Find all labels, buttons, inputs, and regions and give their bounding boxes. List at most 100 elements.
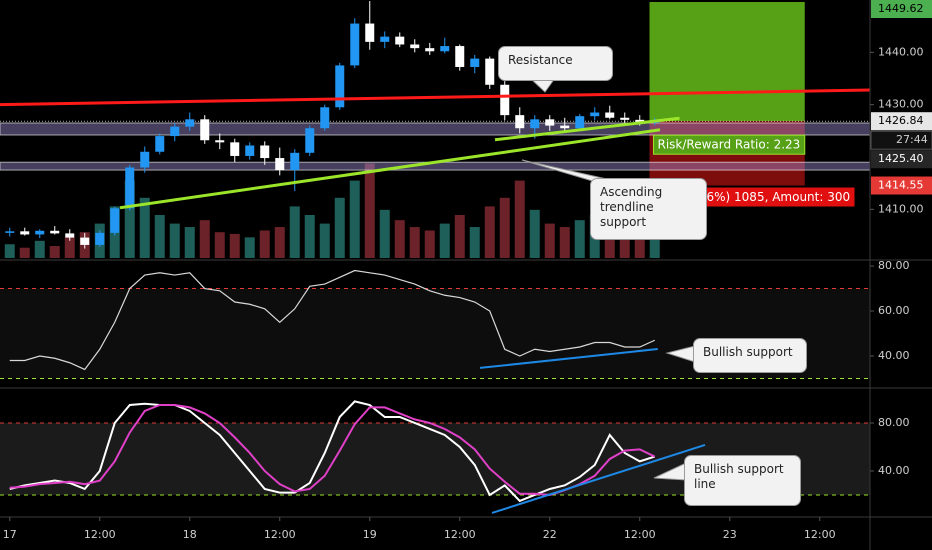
- price-label-bg: [871, 150, 932, 169]
- volume-bar: [259, 230, 270, 258]
- callout-tails: [521, 77, 696, 481]
- volume-bar: [379, 209, 390, 258]
- price-label: 1426.84: [878, 114, 924, 127]
- volume-bar: [304, 215, 315, 258]
- trend-line: [494, 116, 680, 142]
- volume-bar: [349, 180, 360, 258]
- candle-body: [590, 112, 600, 117]
- candle-body: [155, 136, 165, 152]
- candle-body: [260, 145, 270, 159]
- trend-line: [491, 443, 706, 514]
- candle-body: [80, 237, 90, 245]
- x-tick-label: 23: [723, 528, 737, 541]
- countdown: 27:44: [896, 133, 928, 146]
- candle-body: [605, 112, 615, 118]
- candle-body: [470, 58, 480, 67]
- volume-bar: [469, 227, 480, 258]
- candle-body: [545, 119, 555, 126]
- volume-bar: [19, 247, 30, 258]
- volume-bar: [604, 223, 615, 258]
- x-tick-label: 12:00: [804, 528, 836, 541]
- volume-bar: [4, 244, 15, 258]
- callout: Resistance: [498, 46, 613, 81]
- candle-body: [95, 232, 105, 245]
- price-label-bg: [871, 112, 932, 131]
- x-tick-label: 12:00: [444, 528, 476, 541]
- candle-body: [125, 167, 135, 209]
- candle-body: [455, 46, 465, 67]
- volume-bar: [244, 237, 255, 258]
- volume-bar: [214, 232, 225, 258]
- volume-bar: [544, 223, 555, 258]
- price-panel: [0, 1, 870, 258]
- candle-body: [110, 208, 120, 233]
- candle-body: [515, 115, 525, 129]
- indicator-line: [9, 400, 656, 503]
- volume-bar: [289, 206, 300, 258]
- y-tick-label: 1410.00: [878, 202, 924, 215]
- volume-bar: [439, 223, 450, 258]
- candle-body: [365, 23, 375, 42]
- y-tick-label: 40.00: [878, 464, 910, 477]
- candle-body: [185, 119, 195, 127]
- countdown-bg: [870, 130, 932, 150]
- indicator-line: [9, 269, 655, 371]
- pnl-label: 6%) 1085, Amount: 300: [707, 190, 851, 204]
- candle-body: [215, 140, 225, 143]
- candle-body: [170, 126, 180, 137]
- volume-bar: [139, 197, 150, 258]
- volume-bar: [529, 209, 540, 258]
- pnl-label-bg: [689, 187, 855, 207]
- callout: Bullish support: [693, 338, 807, 373]
- candle-body: [335, 65, 345, 108]
- callout: Ascending trendline support: [590, 178, 707, 240]
- volume-bar: [394, 220, 405, 258]
- candle-body: [230, 142, 240, 156]
- candle-body: [530, 119, 540, 129]
- y-tick-label: 1440.00: [878, 45, 924, 58]
- volume-bar: [484, 206, 495, 258]
- price-label: 1414.55: [878, 179, 924, 192]
- y-tick-label: 80.00: [878, 259, 910, 272]
- volume-bar: [424, 230, 435, 258]
- ratio-label: Risk/Reward Ratio: 2.23: [658, 138, 801, 152]
- price-label: 1449.62: [878, 2, 924, 15]
- candle-body: [20, 231, 30, 235]
- volume-bar: [49, 245, 60, 258]
- volume-bar: [514, 180, 525, 258]
- candle-body: [50, 230, 60, 234]
- volume-bar: [169, 223, 180, 258]
- candle-body: [140, 151, 150, 168]
- ratio-label-bg: [653, 134, 806, 155]
- volume-bar: [124, 180, 135, 258]
- trend-line: [479, 348, 658, 369]
- x-tick-label: 22: [543, 528, 557, 541]
- trend-line: [0, 88, 870, 107]
- candle-body: [320, 107, 330, 129]
- volume-bar: [364, 163, 375, 258]
- volume-bar: [154, 215, 165, 258]
- y-tick-label: 40.00: [878, 349, 910, 362]
- volume-bar: [274, 227, 285, 258]
- x-tick-label: 12:00: [624, 528, 656, 541]
- volume-bar: [634, 232, 645, 258]
- x-tick-label: 12:00: [84, 528, 116, 541]
- candle-body: [440, 46, 450, 52]
- callout: Bullish support line: [684, 455, 801, 506]
- zone: [0, 122, 870, 136]
- candle-body: [65, 233, 75, 238]
- candle-body: [395, 36, 405, 45]
- trend-line: [119, 128, 661, 210]
- volume-bar: [34, 240, 45, 258]
- price-label-bg: [871, 0, 932, 18]
- volume-bar: [499, 197, 510, 258]
- candle-body: [5, 231, 15, 233]
- volume-bar: [574, 220, 585, 258]
- volume-bar: [649, 237, 660, 258]
- volume-bar: [334, 197, 345, 258]
- candle-body: [485, 58, 495, 85]
- candle-body: [560, 125, 570, 129]
- candle-body: [200, 119, 210, 141]
